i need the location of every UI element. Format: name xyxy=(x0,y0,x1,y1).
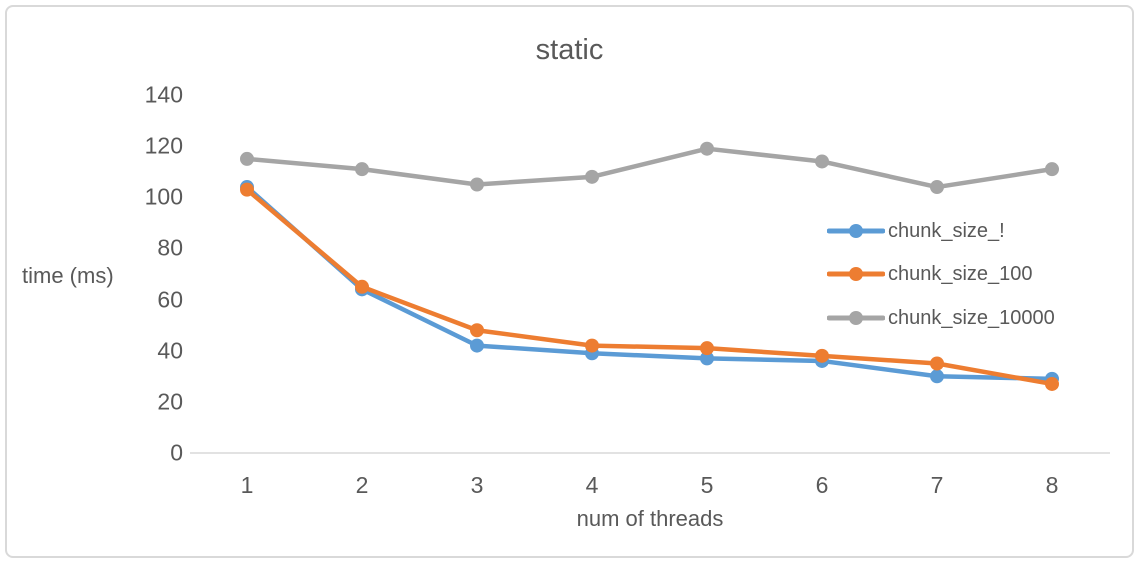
x-tick-label-5: 5 xyxy=(700,472,714,498)
legend-label: chunk_size_10000 xyxy=(888,307,1055,329)
y-tick-label-20: 20 xyxy=(157,388,183,415)
x-tick-label-4: 4 xyxy=(585,472,599,498)
series-marker-chunk_size_10000-x7 xyxy=(930,180,944,195)
legend-dot-icon xyxy=(849,311,863,325)
series-marker-chunk_size_!-x7 xyxy=(930,369,944,384)
series-marker-chunk_size_10000-x2 xyxy=(355,162,369,177)
legend-item-chunk_size_!: chunk_size_! xyxy=(827,221,1005,241)
y-tick-label-140: 140 xyxy=(144,81,183,108)
legend-swatch-chunk_size_10000 xyxy=(827,311,885,325)
series-marker-chunk_size_10000-x6 xyxy=(815,154,829,169)
series-marker-chunk_size_10000-x5 xyxy=(700,141,714,156)
x-tick-label-7: 7 xyxy=(930,472,944,498)
legend-item-chunk_size_100: chunk_size_100 xyxy=(827,264,1033,284)
legend-item-chunk_size_10000: chunk_size_10000 xyxy=(827,308,1055,328)
legend-dot-icon xyxy=(849,224,863,238)
series-marker-chunk_size_10000-x4 xyxy=(585,169,599,184)
series-marker-chunk_size_100-x5 xyxy=(700,341,714,356)
series-marker-chunk_size_!-x3 xyxy=(470,338,484,353)
series-marker-chunk_size_100-x1 xyxy=(240,182,254,197)
series-marker-chunk_size_100-x8 xyxy=(1045,376,1059,391)
y-tick-label-40: 40 xyxy=(157,337,183,364)
x-tick-label-8: 8 xyxy=(1045,472,1059,498)
series-marker-chunk_size_100-x6 xyxy=(815,348,829,363)
x-tick-label-1: 1 xyxy=(240,472,254,498)
legend-label: chunk_size_! xyxy=(888,220,1005,242)
y-tick-label-0: 0 xyxy=(170,439,183,466)
y-tick-label-60: 60 xyxy=(157,286,183,313)
x-tick-label-6: 6 xyxy=(815,472,829,498)
series-line-chunk_size_! xyxy=(244,184,1055,382)
y-tick-label-120: 120 xyxy=(144,132,183,159)
series-marker-chunk_size_100-x2 xyxy=(355,279,369,294)
series-marker-chunk_size_100-x4 xyxy=(585,338,599,353)
series-marker-chunk_size_10000-x8 xyxy=(1045,162,1059,177)
y-tick-label-100: 100 xyxy=(144,183,183,210)
x-tick-label-2: 2 xyxy=(355,472,369,498)
series-line-chunk_size_10000 xyxy=(244,146,1055,190)
y-tick-label-80: 80 xyxy=(157,234,183,261)
legend-swatch-chunk_size_! xyxy=(827,224,885,238)
legend-swatch-chunk_size_100 xyxy=(827,267,885,281)
x-tick-label-3: 3 xyxy=(470,472,484,498)
legend-dot-icon xyxy=(849,267,863,281)
series-marker-chunk_size_100-x3 xyxy=(470,323,484,338)
series-marker-chunk_size_10000-x1 xyxy=(240,151,254,166)
series-marker-chunk_size_100-x7 xyxy=(930,356,944,371)
series-line-chunk_size_100 xyxy=(244,187,1055,387)
series-marker-chunk_size_!-x5 xyxy=(700,351,714,366)
y-axis-title: time (ms) xyxy=(22,263,114,288)
chart-title: static xyxy=(535,34,604,66)
x-axis-title: num of threads xyxy=(576,506,724,531)
legend-label: chunk_size_100 xyxy=(888,263,1033,285)
series-marker-chunk_size_10000-x3 xyxy=(470,177,484,192)
